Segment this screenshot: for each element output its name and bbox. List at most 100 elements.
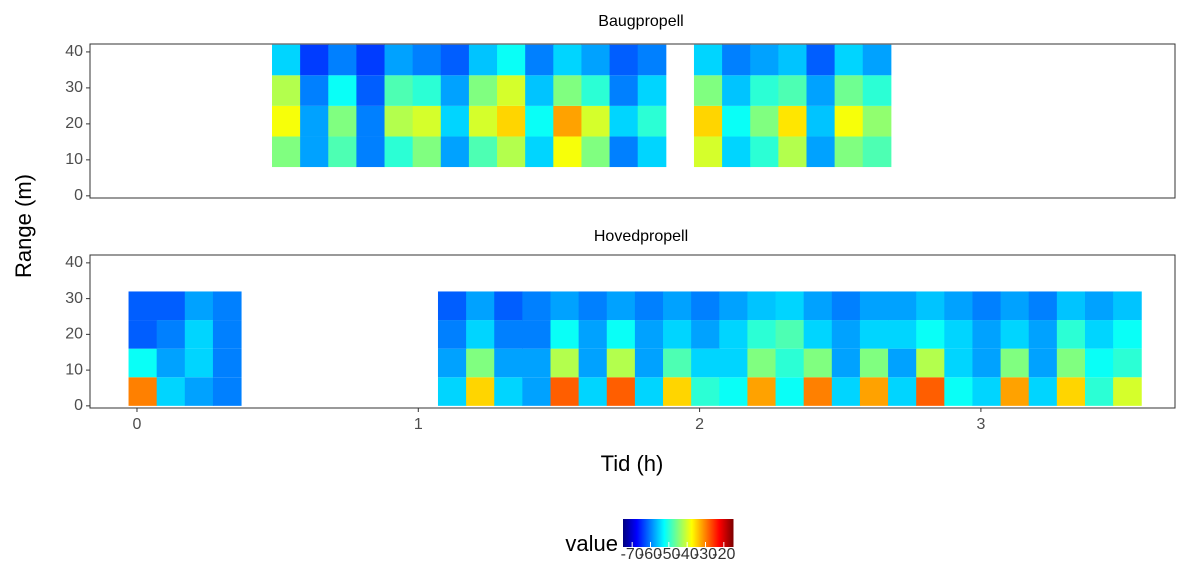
heat-cell: [888, 320, 917, 349]
colorbar-step: [697, 519, 699, 547]
heat-cell: [494, 348, 523, 378]
heat-cell: [578, 377, 608, 406]
heat-cell: [328, 75, 357, 106]
heat-cell: [412, 105, 442, 137]
heat-cell: [525, 105, 554, 137]
heat-cell: [578, 291, 608, 321]
heat-cell: [634, 348, 664, 378]
heat-cell: [806, 44, 836, 76]
colorbar-step: [642, 519, 644, 547]
heat-cell: [803, 377, 833, 406]
colorbar-step: [674, 519, 676, 547]
heat-cell: [1028, 348, 1058, 378]
colorbar-step: [652, 519, 654, 547]
y-tick-label: 40: [65, 254, 83, 271]
heat-cell: [1084, 291, 1114, 321]
colorbar-step: [633, 519, 635, 547]
heat-cell: [663, 348, 692, 378]
y-tick-label: 0: [74, 187, 83, 204]
colorbar-step: [723, 519, 725, 547]
colorbar-step: [704, 519, 706, 547]
colorbar-step: [657, 519, 659, 547]
heat-cell: [1056, 348, 1086, 378]
heat-cell: [272, 136, 301, 168]
colorbar-step: [655, 519, 657, 547]
colorbar-step: [669, 519, 671, 547]
colorbar-tick-label: -30: [694, 546, 717, 562]
heat-cell: [522, 291, 551, 321]
heat-cell: [831, 348, 861, 378]
heat-cell: [750, 75, 779, 106]
colorbar-step: [623, 519, 625, 547]
colorbar-step: [684, 519, 686, 547]
colorbar-step: [682, 519, 684, 547]
heat-cell: [606, 320, 636, 349]
colorbar-step: [701, 519, 703, 547]
heat-cell: [412, 75, 442, 106]
heat-cell: [859, 377, 889, 406]
heat-cell: [497, 136, 526, 168]
heat-cell: [1084, 320, 1114, 349]
heat-cell: [719, 320, 748, 349]
colorbar-step: [663, 519, 665, 547]
colorbar-step: [644, 519, 646, 547]
heat-cell: [212, 320, 242, 349]
heat-cell: [778, 105, 807, 137]
heat-cell: [128, 291, 158, 321]
x-tick-label: 1: [414, 416, 423, 433]
heat-cell: [300, 105, 329, 137]
heat-cell: [775, 320, 805, 349]
colorbar-step: [713, 519, 715, 547]
heat-cell: [750, 105, 779, 137]
heat-cell: [550, 291, 580, 321]
heat-cell: [553, 75, 582, 106]
heat-cell: [609, 44, 639, 76]
heat-cell: [831, 320, 861, 349]
heat-cell: [581, 75, 611, 106]
colorbar-step: [641, 519, 643, 547]
heat-cell: [719, 348, 748, 378]
colorbar-step: [731, 519, 733, 547]
heat-cell: [1113, 320, 1142, 349]
heat-cell: [581, 44, 611, 76]
colorbar-step: [712, 519, 714, 547]
colorbar-step: [725, 519, 727, 547]
heat-cell: [775, 348, 805, 378]
heat-cell: [553, 136, 582, 168]
heat-cell: [862, 44, 892, 76]
heat-cell: [1056, 377, 1086, 406]
colorbar-step: [722, 519, 724, 547]
heat-cell: [328, 136, 357, 168]
colorbar-step: [732, 519, 734, 547]
heat-cell: [747, 348, 777, 378]
colorbar-step: [699, 519, 701, 547]
colorbar-step: [690, 519, 692, 547]
heat-cell: [212, 377, 242, 406]
colorbar-step: [686, 519, 688, 547]
heat-cell: [609, 75, 639, 106]
heat-cell: [412, 44, 442, 76]
heat-cell: [606, 348, 636, 378]
heat-cell: [272, 44, 301, 76]
heat-cell: [691, 320, 720, 349]
heat-cell: [1084, 348, 1114, 378]
heat-cell: [356, 105, 386, 137]
colorbar-step: [730, 519, 732, 547]
heat-cell: [184, 320, 214, 349]
heat-cell: [747, 320, 777, 349]
colorbar-step: [683, 519, 685, 547]
heat-cell: [609, 136, 639, 168]
heat-cell: [862, 136, 892, 168]
y-tick-label: 10: [65, 361, 83, 378]
heat-cell: [691, 348, 720, 378]
colorbar-step: [677, 519, 679, 547]
x-axis-label: Tid (h): [601, 451, 664, 476]
heat-cell: [634, 320, 664, 349]
heat-cell: [468, 136, 498, 168]
colorbar-step: [715, 519, 717, 547]
heat-cell: [778, 75, 807, 106]
heat-cell: [719, 377, 748, 406]
colorbar-step: [680, 519, 682, 547]
heat-cell: [156, 348, 186, 378]
colorbar-step: [662, 519, 664, 547]
